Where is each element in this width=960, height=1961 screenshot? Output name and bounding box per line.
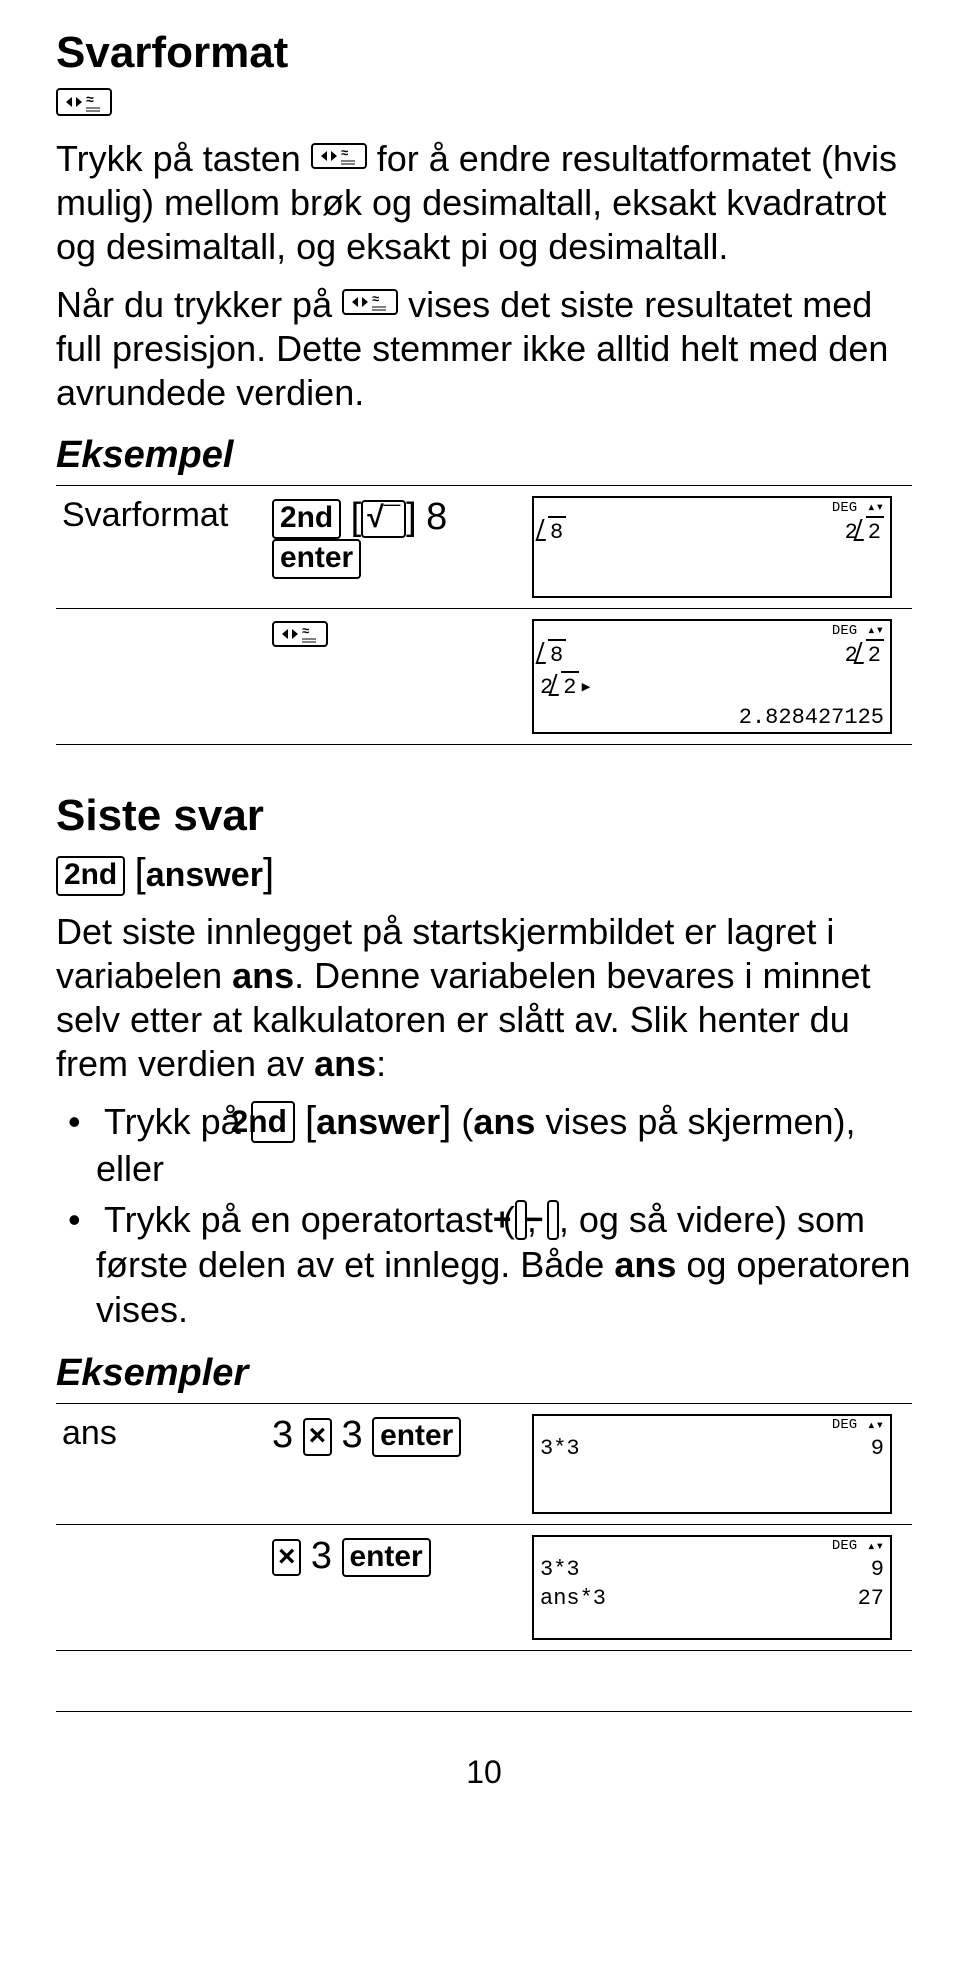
convert-key-icon: ≈	[56, 88, 112, 116]
calculator-screenshot: DEG▴▾ 8 22	[532, 496, 892, 598]
convert-key-icon: ≈	[272, 621, 328, 647]
table-cell-keys: 3 × 3 enter	[266, 1403, 526, 1524]
convert-key-icon: ≈	[342, 289, 398, 315]
section1-para1: Trykk på tasten ≈ for å endre resultatfo…	[56, 137, 912, 269]
bullet-list: Trykk på 2nd [answer] (ans vises på skje…	[68, 1096, 912, 1332]
key-answer-label: answer	[316, 1101, 440, 1142]
updown-icon: ▴▾	[867, 499, 884, 516]
updown-icon: ▴▾	[867, 1417, 884, 1434]
section1-title: Svarformat	[56, 28, 912, 78]
table-cell-label: Svarformat	[56, 486, 266, 609]
footer-rule	[56, 1711, 912, 1712]
key-sqrt: √¯	[361, 500, 406, 538]
list-item: Trykk på 2nd [answer] (ans vises på skje…	[68, 1096, 912, 1191]
updown-icon: ▴▾	[867, 1538, 884, 1555]
key-multiply: ×	[303, 1418, 332, 1456]
calculator-screenshot: DEG▴▾ 3*39	[532, 1414, 892, 1514]
example-table-2: ans 3 × 3 enter DEG▴▾ 3*39 × 3 enter	[56, 1403, 912, 1651]
table-cell-keys: ≈	[266, 609, 526, 745]
list-item: Trykk på en operatortast (+, −, og så vi…	[68, 1197, 912, 1332]
updown-icon: ▴▾	[867, 622, 884, 639]
svg-text:≈: ≈	[341, 147, 348, 160]
section1-para2: Når du trykker på ≈ vises det siste resu…	[56, 283, 912, 415]
calculator-screenshot: DEG▴▾ 3*39 ans*327	[532, 1535, 892, 1640]
calculator-screenshot: DEG▴▾ 8 22 22▸ 2.828427125	[532, 619, 892, 734]
key-answer-label: answer	[146, 856, 263, 894]
section2-title: Siste svar	[56, 791, 912, 841]
key-2nd: 2nd	[251, 1101, 295, 1143]
key-enter: enter	[372, 1417, 461, 1457]
key-minus: −	[547, 1200, 559, 1240]
svg-text:≈: ≈	[302, 625, 309, 638]
table-cell-label: ans	[56, 1403, 266, 1524]
table-cell-keys: 2nd [√¯] 8 enter	[266, 486, 526, 609]
page-number: 10	[56, 1754, 912, 1791]
key-sequence: 2nd [answer]	[56, 851, 912, 896]
key-2nd: 2nd	[56, 856, 125, 896]
svg-text:≈: ≈	[372, 293, 379, 306]
key-enter: enter	[272, 539, 361, 579]
convert-key-icon: ≈	[311, 143, 367, 169]
table-cell-keys: × 3 enter	[266, 1524, 526, 1650]
section2-para1: Det siste innlegget på startskjermbildet…	[56, 910, 912, 1086]
example-table-1: Svarformat 2nd [√¯] 8 enter DEG▴▾ 8 22	[56, 485, 912, 745]
svg-text:≈: ≈	[86, 92, 94, 107]
key-enter: enter	[342, 1538, 431, 1578]
key-multiply: ×	[272, 1539, 301, 1577]
key-2nd: 2nd	[272, 499, 341, 539]
eksempler-label: Eksempler	[56, 1352, 912, 1395]
eksempel-label-1: Eksempel	[56, 434, 912, 477]
key-digit-8: 8	[426, 496, 447, 538]
